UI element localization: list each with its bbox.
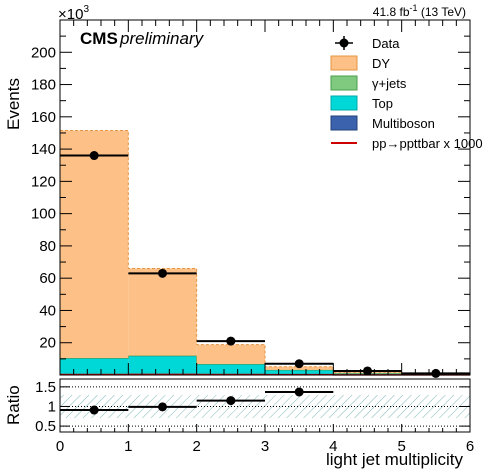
x-axis-title: light jet multiplicity bbox=[326, 450, 463, 469]
bar-dy-bin-3 bbox=[265, 366, 334, 370]
bar-top-bin-2 bbox=[196, 364, 265, 375]
legend-label-signal: pp→ppttbar x 1000 bbox=[372, 136, 483, 151]
x-axis: 0 1 2 3 4 5 6 bbox=[56, 20, 474, 455]
x-tick-label-6: 6 bbox=[466, 438, 474, 455]
bar-top-bin-3 bbox=[265, 369, 334, 375]
data-points bbox=[60, 151, 470, 378]
data-point-4 bbox=[363, 366, 372, 376]
data-point-3 bbox=[294, 359, 304, 369]
data-point-5 bbox=[431, 368, 441, 378]
ratio-points bbox=[60, 387, 334, 415]
y-tick-label-20: 20 bbox=[39, 335, 56, 352]
legend-label-top: Top bbox=[372, 96, 393, 111]
data-point-2 bbox=[226, 336, 236, 346]
outline-dy bbox=[60, 130, 470, 375]
y-scale-factor: ×103 bbox=[58, 4, 89, 23]
y-tick-label-180: 180 bbox=[31, 77, 56, 94]
legend-item-multiboson: Multiboson bbox=[330, 115, 435, 131]
legend-item-signal: pp→ppttbar x 1000 bbox=[331, 136, 483, 151]
legend-label-dy: DY bbox=[372, 56, 390, 71]
main-panel: 20 40 60 80 100 120 140 160 180 200 CMS prelimina… bbox=[4, 19, 483, 378]
bar-dy-bin-0 bbox=[60, 130, 129, 359]
data-point-0 bbox=[89, 151, 99, 161]
legend-label-gamma-jets: γ+jets bbox=[372, 76, 407, 91]
x-tick-label-3: 3 bbox=[261, 438, 269, 455]
x-tick-label-4: 4 bbox=[329, 438, 337, 455]
legend-item-gamma-jets: γ+jets bbox=[330, 75, 407, 91]
ratio-panel: 0.5 1 1.5 0 1 2 3 4 5 6 Ratio light jet multipli… bbox=[4, 20, 474, 469]
legend-swatch-dy bbox=[330, 55, 358, 71]
y-tick-label-40: 40 bbox=[39, 302, 56, 319]
y-tick-label-100: 100 bbox=[31, 206, 56, 223]
data-point-1 bbox=[158, 268, 167, 278]
legend-swatch-gamma-jets bbox=[330, 75, 358, 91]
legend-item-dy: DY bbox=[330, 55, 390, 71]
ratio-y-tick-label-1: 1 bbox=[48, 398, 56, 415]
y-tick-label-80: 80 bbox=[39, 238, 56, 255]
y-axis-title: Events bbox=[4, 78, 23, 130]
x-tick-label-0: 0 bbox=[56, 438, 64, 455]
ratio-point-1 bbox=[158, 402, 167, 412]
bar-top-bin-0 bbox=[60, 358, 129, 375]
legend-swatch-top bbox=[330, 95, 358, 111]
legend-label-data: Data bbox=[372, 36, 400, 51]
ratio-point-2 bbox=[226, 396, 236, 406]
bar-dy-bin-2 bbox=[196, 344, 265, 365]
ratio-y-tick-label-0.5: 0.5 bbox=[35, 418, 56, 435]
ratio-y-axis: 0.5 1 1.5 bbox=[35, 379, 470, 435]
ratio-point-3 bbox=[294, 387, 304, 397]
x-tick-label-2: 2 bbox=[192, 438, 200, 455]
luminosity-label: 41.8 fb-1 (13 TeV) bbox=[373, 3, 466, 19]
legend-item-top: Top bbox=[330, 95, 393, 111]
legend-swatch-multiboson bbox=[330, 115, 358, 131]
ratio-y-tick-label-1.5: 1.5 bbox=[35, 379, 56, 396]
y-tick-label-200: 200 bbox=[31, 44, 56, 61]
x-tick-label-1: 1 bbox=[124, 438, 132, 455]
main-y-axis: 20 40 60 80 100 120 140 160 180 200 bbox=[31, 19, 470, 376]
y-tick-label-120: 120 bbox=[31, 173, 56, 190]
legend: Data DY γ+jets Top Multiboson pp→ppttbar… bbox=[330, 36, 483, 151]
legend-label-multiboson: Multiboson bbox=[372, 116, 435, 131]
y-tick-label-140: 140 bbox=[31, 141, 56, 158]
bar-dy-bin-1 bbox=[128, 268, 197, 356]
preliminary-label: preliminary bbox=[119, 29, 205, 48]
ratio-point-0 bbox=[89, 405, 99, 415]
y-tick-label-160: 160 bbox=[31, 109, 56, 126]
x-tick-label-5: 5 bbox=[397, 438, 405, 455]
legend-data-marker bbox=[339, 38, 349, 48]
legend-item-data: Data bbox=[335, 36, 400, 51]
y-tick-label-60: 60 bbox=[39, 270, 56, 287]
ratio-axis-title: Ratio bbox=[4, 385, 23, 425]
bar-top-bin-1 bbox=[128, 355, 197, 375]
cms-label: CMS bbox=[80, 29, 118, 48]
